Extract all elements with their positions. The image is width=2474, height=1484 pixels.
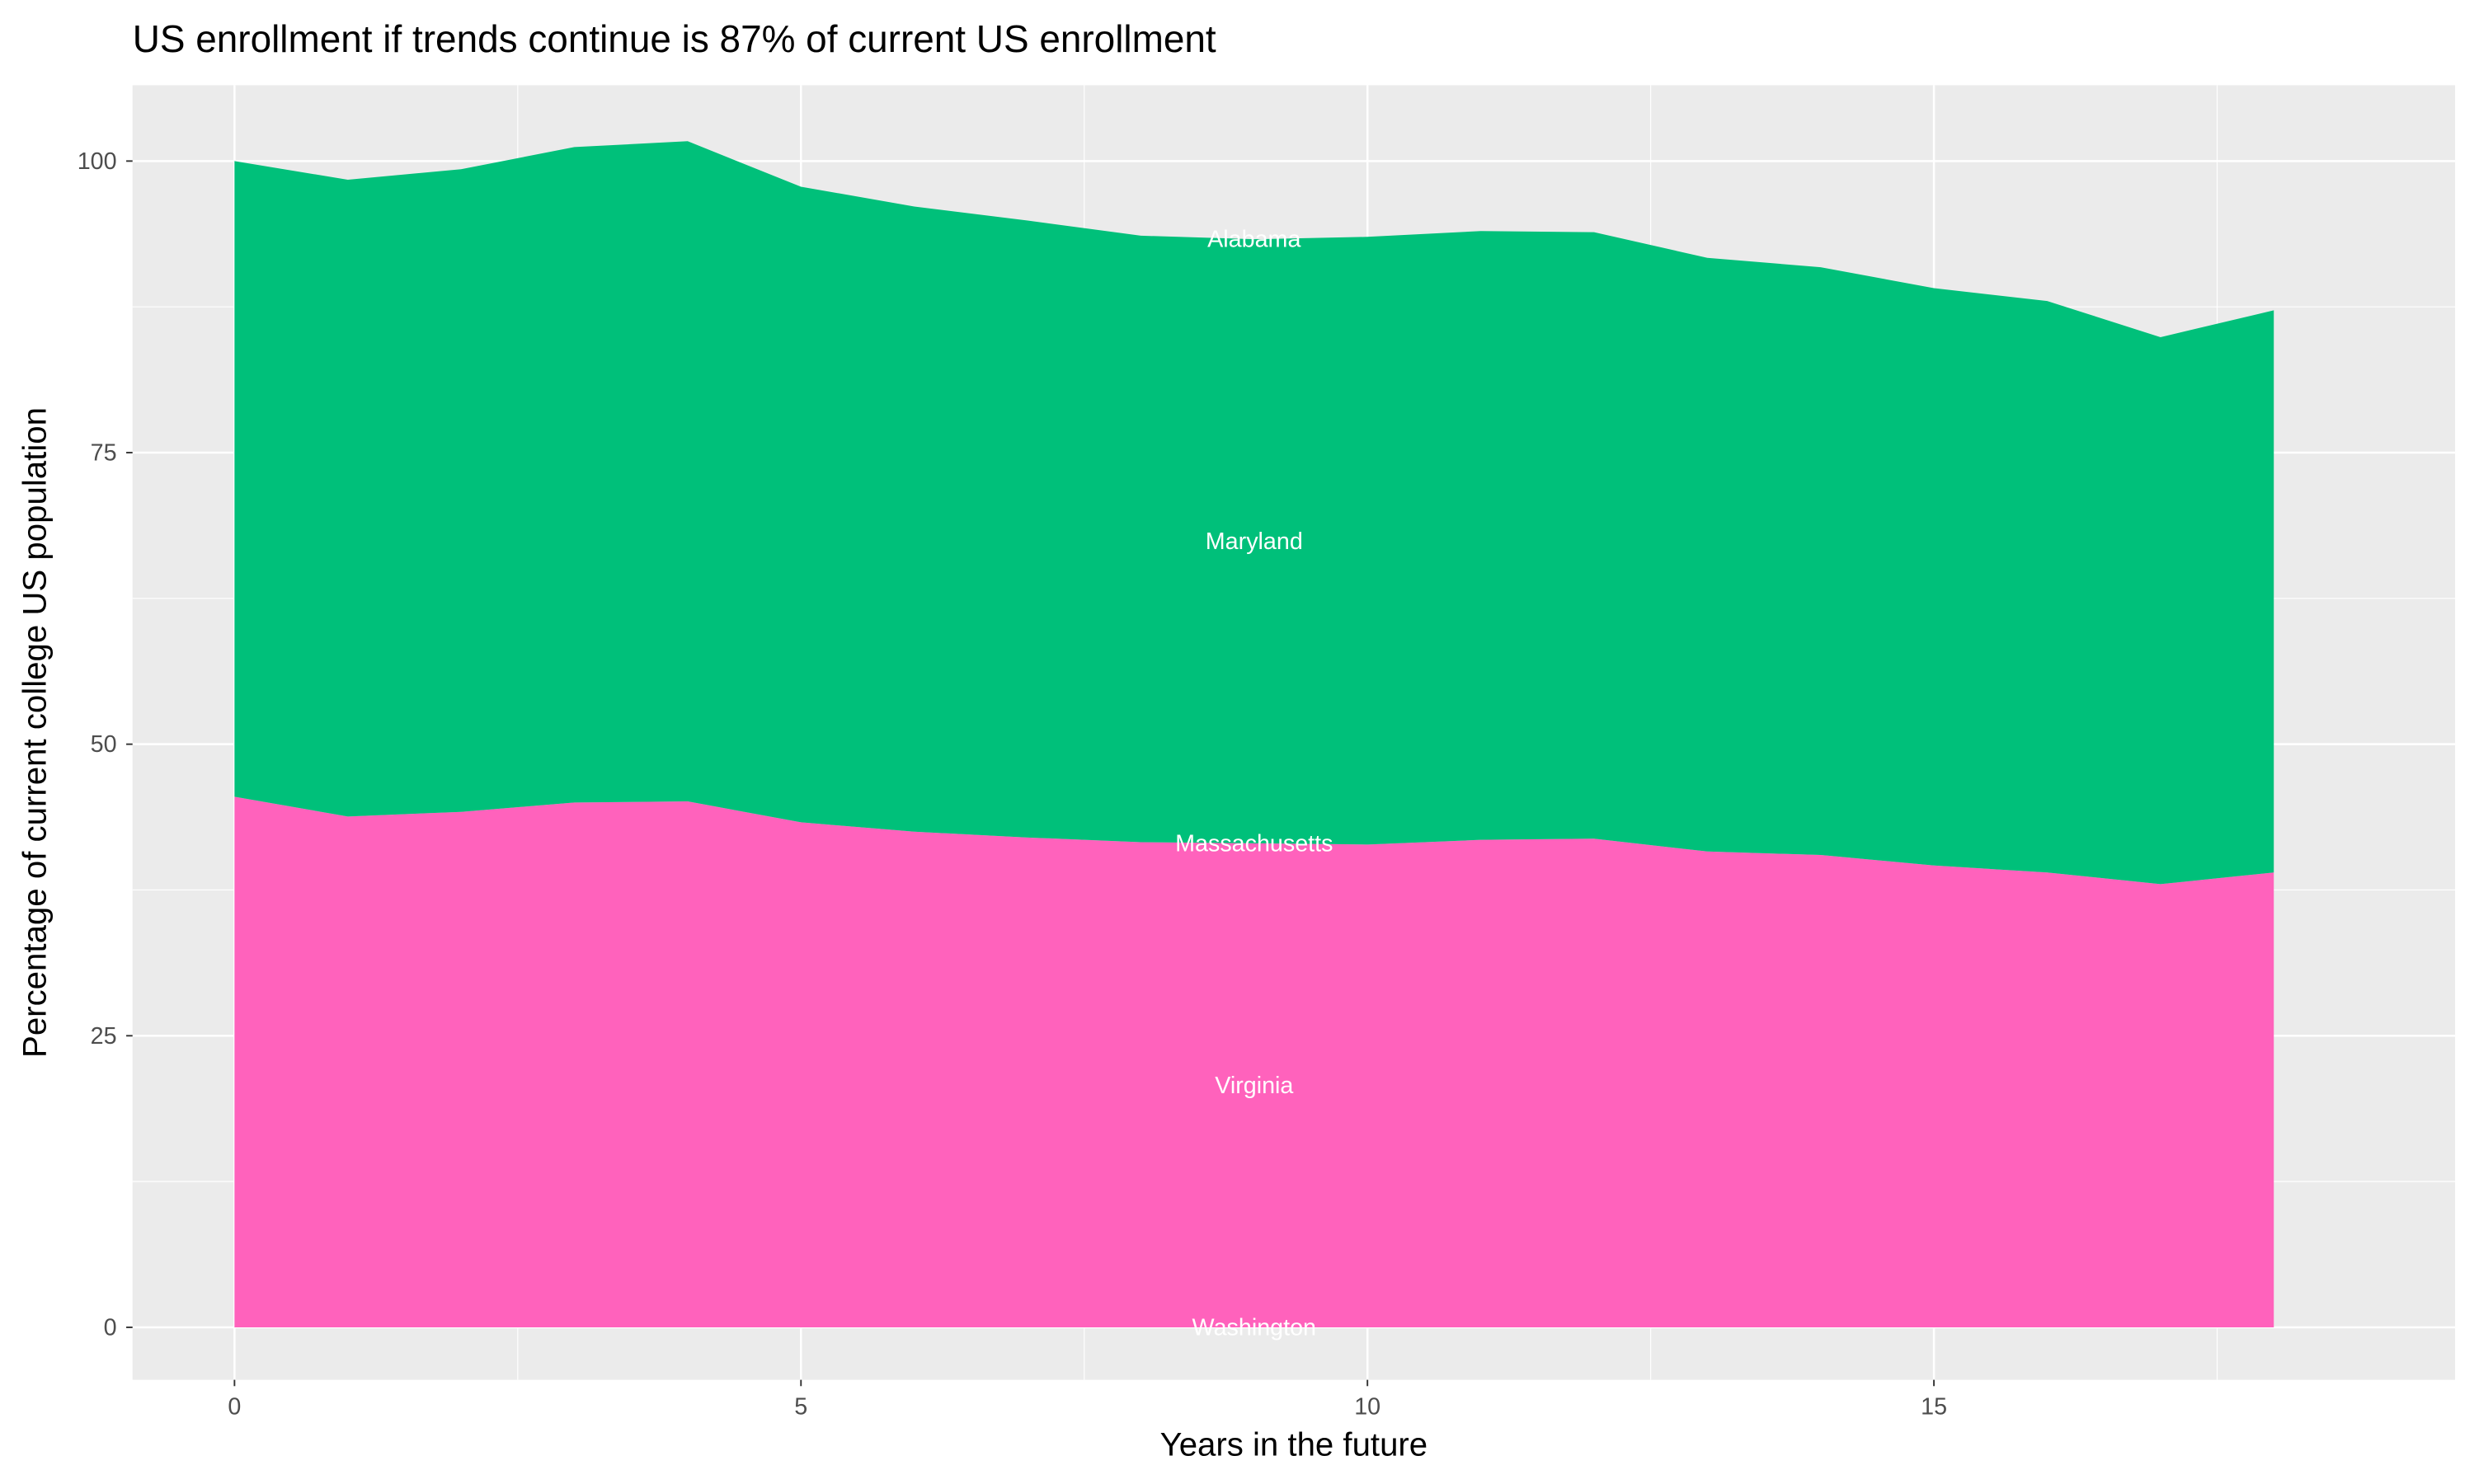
x-tick-label: 15: [1921, 1394, 1947, 1421]
y-tick-label: 25: [91, 1023, 117, 1050]
y-axis-ticks: 0 25 50 75 100: [78, 148, 133, 1341]
x-tick-label: 5: [794, 1394, 807, 1421]
chart-title: US enrollment if trends continue is 87% …: [133, 17, 1216, 60]
area-maryland: [234, 141, 2274, 885]
x-tick-label: 0: [228, 1394, 241, 1421]
x-axis-label: Years in the future: [1160, 1426, 1428, 1463]
area-label-washington: Washington: [1192, 1315, 1316, 1341]
x-axis-ticks: 0 5 10 15: [228, 1379, 1947, 1421]
area-label-virginia: Virginia: [1215, 1073, 1293, 1099]
y-tick-label: 0: [104, 1315, 117, 1341]
area-labels: Washington Virginia Massachusetts Maryland A…: [1175, 227, 1333, 1341]
area-layers: [234, 141, 2274, 1327]
y-tick-label: 50: [91, 731, 117, 758]
y-tick-label: 75: [91, 440, 117, 467]
area-virginia: [234, 796, 2274, 1327]
area-label-massachusetts: Massachusetts: [1175, 830, 1333, 857]
area-label-alabama: Alabama: [1207, 227, 1300, 253]
y-axis-label: Percentage of current college US populat…: [16, 407, 54, 1058]
x-tick-label: 10: [1354, 1394, 1380, 1421]
area-label-maryland: Maryland: [1206, 528, 1303, 555]
y-tick-label: 100: [78, 148, 117, 175]
